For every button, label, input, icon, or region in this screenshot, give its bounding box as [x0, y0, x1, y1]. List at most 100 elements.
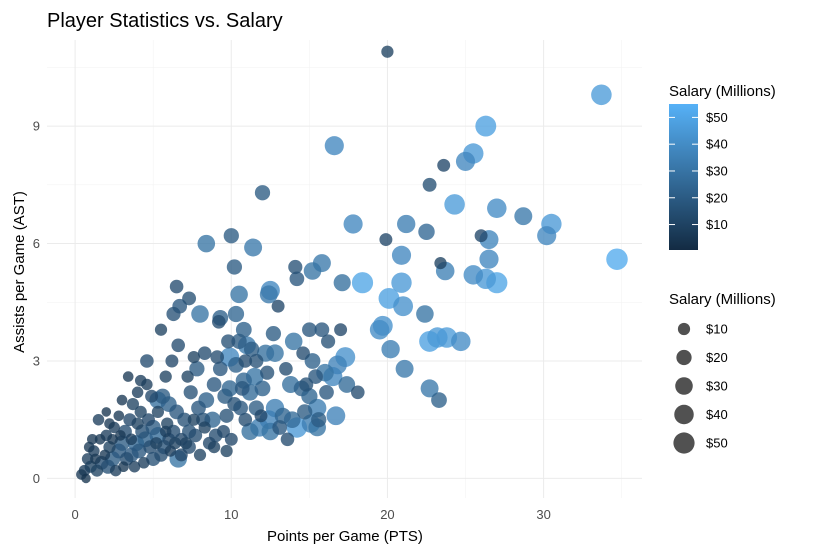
x-tick-label: 20	[380, 507, 394, 522]
data-point	[165, 354, 179, 368]
data-point	[131, 443, 147, 459]
data-point	[474, 229, 488, 243]
data-point	[150, 437, 163, 450]
color-legend-label: $20	[706, 190, 728, 205]
data-point	[166, 306, 181, 322]
data-point	[138, 457, 150, 469]
data-point	[260, 365, 275, 380]
data-point	[319, 384, 334, 400]
data-point	[116, 394, 128, 406]
y-tick-label: 6	[33, 236, 40, 251]
data-point	[311, 412, 327, 428]
data-point	[334, 323, 348, 337]
data-point	[174, 448, 188, 462]
data-point	[238, 354, 253, 368]
data-point	[303, 262, 322, 280]
data-point	[234, 381, 250, 396]
data-point	[381, 340, 400, 359]
data-point	[227, 305, 245, 323]
data-point	[297, 404, 313, 420]
size-legend-circle	[673, 432, 695, 454]
data-point	[227, 397, 242, 412]
data-point	[434, 256, 447, 270]
data-point	[140, 354, 154, 368]
data-point	[154, 448, 168, 462]
y-axis-title: Assists per Game (AST)	[11, 191, 28, 353]
data-point	[391, 245, 412, 265]
data-point	[395, 359, 414, 378]
data-point	[126, 397, 140, 411]
data-point	[420, 379, 439, 398]
data-point	[131, 386, 144, 399]
data-point	[164, 445, 177, 457]
data-point	[187, 350, 200, 364]
data-point	[391, 272, 412, 293]
y-axis-ticks: 0 3 6 9	[33, 119, 40, 486]
data-point	[422, 177, 437, 192]
data-point	[284, 332, 303, 351]
data-point	[151, 405, 165, 419]
x-tick-label: 10	[224, 507, 238, 522]
data-point	[314, 322, 330, 338]
data-point	[487, 198, 507, 219]
data-point	[475, 115, 497, 137]
y-tick-label: 3	[33, 353, 40, 368]
data-point	[324, 136, 344, 156]
size-legend-label: $30	[706, 379, 728, 394]
data-point	[444, 194, 465, 215]
data-point	[122, 371, 134, 382]
size-legend-label: $20	[706, 350, 728, 365]
data-point	[212, 361, 228, 377]
y-tick-label: 9	[33, 119, 40, 134]
data-point	[271, 299, 285, 313]
size-legend: Salary (Millions) $10 $20 $30 $40 $50	[669, 291, 776, 454]
data-point	[197, 234, 216, 253]
data-point	[451, 331, 471, 352]
data-point	[90, 453, 101, 465]
data-point	[154, 323, 168, 336]
data-point	[198, 421, 211, 434]
x-tick-label: 0	[71, 507, 78, 522]
data-point	[254, 185, 271, 201]
data-point	[179, 437, 193, 450]
data-point	[94, 433, 106, 445]
data-point	[289, 271, 305, 287]
data-point	[141, 378, 153, 391]
color-legend-bar	[669, 104, 698, 250]
size-legend-circle	[677, 322, 691, 336]
data-point	[321, 334, 336, 349]
data-point	[431, 392, 447, 408]
x-axis-title: Points per Game (PTS)	[267, 528, 423, 545]
data-point	[118, 461, 129, 473]
data-point	[81, 453, 94, 465]
data-point	[351, 272, 374, 294]
color-legend-label: $30	[706, 163, 728, 178]
data-point	[145, 389, 159, 403]
data-point	[81, 473, 91, 484]
size-legend-items: $10 $20 $30 $40 $50	[673, 322, 728, 454]
size-legend-circle	[674, 404, 694, 425]
data-point	[177, 412, 192, 427]
data-point	[171, 338, 185, 353]
data-point	[101, 407, 112, 417]
data-point	[308, 369, 323, 384]
data-point	[259, 285, 278, 304]
data-point	[280, 432, 295, 447]
data-point	[591, 84, 612, 106]
color-legend-label: $40	[706, 137, 728, 152]
data-point	[333, 274, 351, 292]
size-legend-label: $50	[706, 436, 728, 451]
y-tick-label: 0	[33, 471, 40, 486]
data-point	[159, 425, 172, 438]
data-point	[207, 440, 221, 454]
data-point	[437, 158, 451, 172]
color-legend-ticks: $10 $20 $30 $40 $50	[669, 110, 728, 232]
data-point	[187, 413, 200, 426]
data-point	[288, 259, 303, 275]
data-point	[244, 238, 263, 257]
data-point	[134, 405, 147, 419]
data-point	[302, 322, 317, 338]
data-point	[191, 400, 206, 416]
data-point	[338, 376, 356, 393]
